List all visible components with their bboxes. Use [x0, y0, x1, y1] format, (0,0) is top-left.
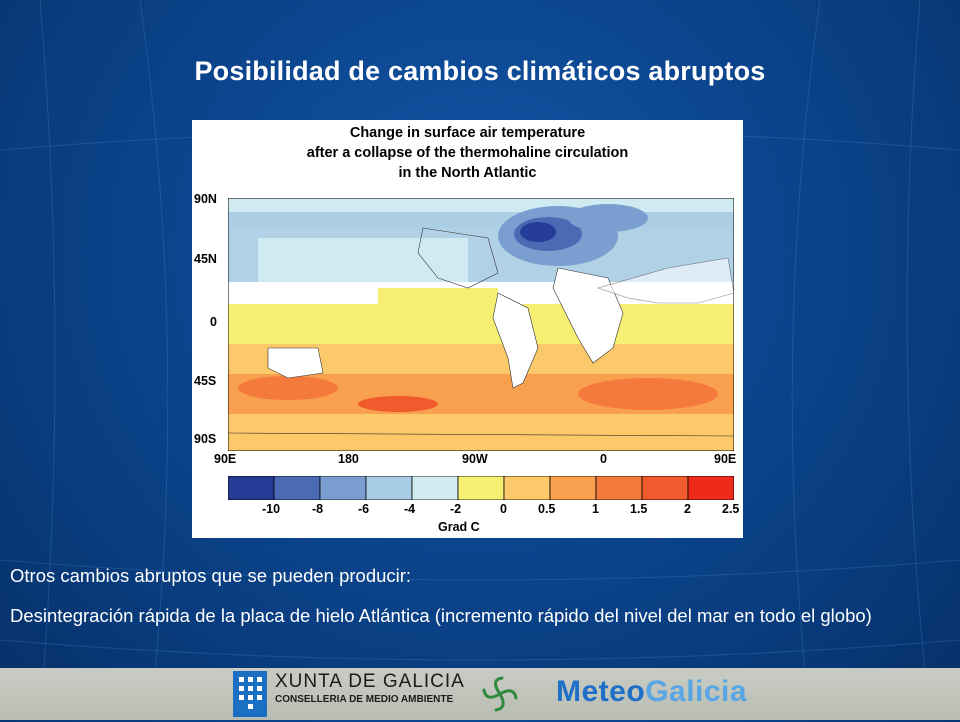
xunta-shield-logo: [233, 671, 267, 717]
colorbar-unit-label: Grad C: [438, 520, 480, 534]
lat-label-90n: 90N: [194, 192, 217, 206]
colorbar-swatch-4: [411, 476, 459, 500]
lat-label-45n: 45N: [194, 252, 217, 266]
meteo-logo-part2: Galicia: [645, 675, 748, 708]
colorbar-label: 2.5: [722, 502, 740, 516]
xunta-department: CONSELLERIA DE MEDIO AMBIENTE: [275, 694, 454, 705]
colorbar-swatch-1: [273, 476, 321, 500]
figure-title-line-1: Change in surface air temperature: [349, 125, 586, 141]
figure-title: Change in surface air temperature after …: [192, 123, 743, 183]
colorbar-label: -4: [404, 502, 416, 516]
temperature-map: [228, 198, 734, 451]
body-subtitle: Otros cambios abruptos que se pueden pro…: [10, 565, 412, 586]
lat-label-90s: 90S: [194, 432, 217, 446]
colorbar-swatch-7: [549, 476, 597, 500]
meteogalicia-swirl-icon: [480, 674, 520, 714]
lon-label-90e-right: 90E: [714, 452, 737, 466]
colorbar-swatch-6: [503, 476, 551, 500]
colorbar-swatch-2: [319, 476, 367, 500]
colorbar-label: -10: [262, 502, 281, 516]
lon-label-180: 180: [338, 452, 359, 466]
colorbar-swatch-3: [365, 476, 413, 500]
footer-bar: [0, 668, 960, 720]
lon-label-90e-left: 90E: [214, 452, 237, 466]
colorbar-label: -8: [312, 502, 324, 516]
colorbar-label: 1: [592, 502, 599, 516]
lon-label-0: 0: [600, 452, 607, 466]
xunta-name: XUNTA DE GALICIA: [275, 671, 465, 692]
lat-label-45s: 45S: [194, 374, 217, 388]
colorbar-swatch-0: [228, 476, 275, 500]
temperature-change-figure: Change in surface air temperature after …: [192, 120, 743, 538]
colorbar-label: -2: [450, 502, 462, 516]
colorbar-label: -6: [358, 502, 370, 516]
body-paragraph: Desintegración rápida de la placa de hie…: [10, 605, 872, 626]
colorbar-label: 1.5: [630, 502, 648, 516]
figure-title-line-3: in the North Atlantic: [398, 165, 537, 181]
colorbar-swatch-10: [687, 476, 734, 500]
meteo-logo-part1: Meteo: [556, 675, 646, 708]
slide-title: Posibilidad de cambios climáticos abrupt…: [194, 56, 766, 86]
colorbar-swatch-8: [595, 476, 643, 500]
lon-label-90w: 90W: [462, 452, 488, 466]
meteogalicia-logo: MeteoGalicia: [556, 675, 747, 709]
colorbar: [228, 476, 734, 500]
figure-title-line-2: after a collapse of the thermohaline cir…: [306, 145, 629, 161]
colorbar-swatch-5: [457, 476, 505, 500]
colorbar-swatch-9: [641, 476, 689, 500]
colorbar-label: 0: [500, 502, 507, 516]
lat-label-0: 0: [210, 315, 217, 329]
colorbar-label: 0.5: [538, 502, 556, 516]
colorbar-label: 2: [684, 502, 691, 516]
